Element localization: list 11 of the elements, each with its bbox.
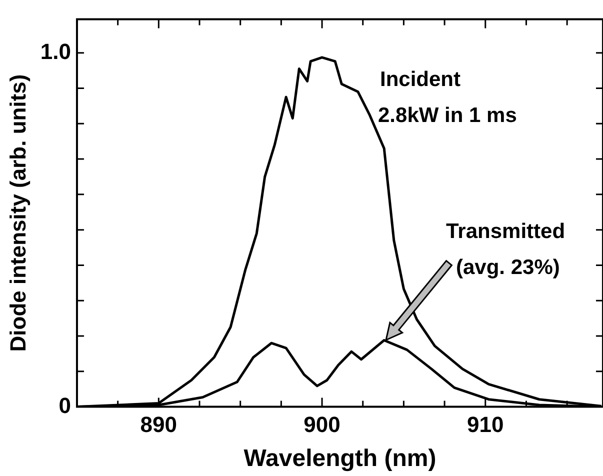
y-tick-label: 0 [58, 392, 71, 418]
annotation: Incident [380, 68, 461, 91]
annotation: Transmitted [446, 220, 566, 243]
x-tick-label: 900 [304, 412, 340, 438]
y-tick-label: 1.0 [40, 38, 71, 64]
x-axis-title: Wavelength (nm) [244, 445, 436, 472]
y-axis-title: Diode intensity (arb. units) [5, 74, 30, 352]
annotation: 2.8kW in 1 ms [378, 104, 517, 127]
annotation: (avg. 23%) [456, 256, 560, 279]
x-tick-label: 890 [140, 412, 178, 438]
x-tick-label: 910 [467, 412, 504, 438]
